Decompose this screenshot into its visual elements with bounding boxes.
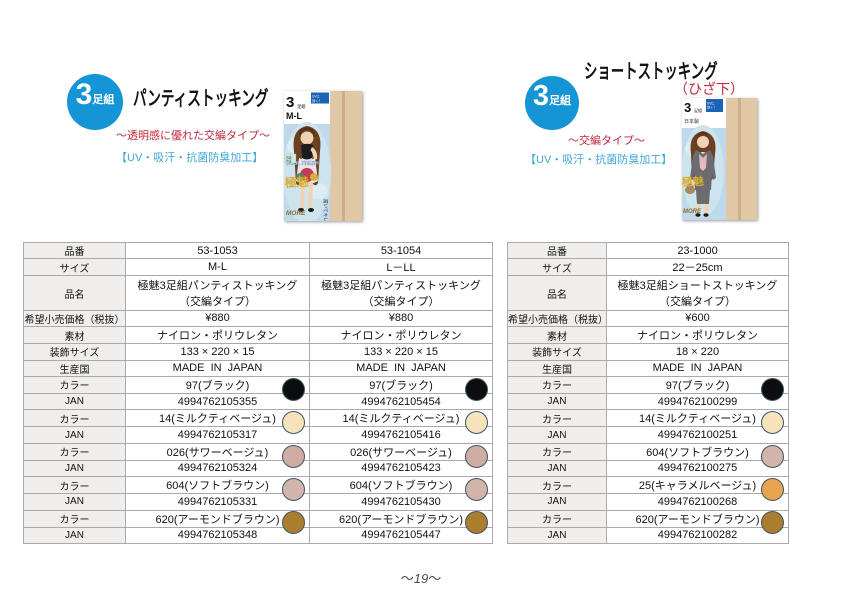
svg-text:極魅: 極魅 — [284, 174, 309, 190]
svg-text:MORE: MORE — [286, 210, 306, 217]
svg-text:3: 3 — [286, 94, 294, 111]
svg-text:防臭: 防臭 — [286, 159, 292, 163]
svg-text:M-L: M-L — [286, 111, 302, 121]
svg-text:効く！: 効く！ — [312, 98, 322, 103]
svg-text:極魅: 極魅 — [682, 174, 704, 189]
svg-text:UVに: UVに — [312, 95, 320, 99]
svg-text:抗菌: 抗菌 — [286, 156, 292, 160]
svg-text:3: 3 — [684, 100, 691, 115]
svg-text:MORE: MORE — [683, 209, 702, 215]
svg-text:足組: 足組 — [297, 103, 306, 110]
svg-text:足組: 足組 — [694, 107, 702, 113]
svg-text:日本製: 日本製 — [684, 118, 699, 125]
svg-text:効く！: 効く！ — [707, 104, 717, 109]
